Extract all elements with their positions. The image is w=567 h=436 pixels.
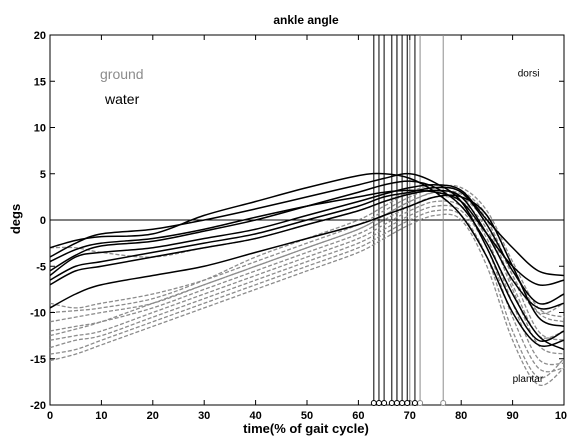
x-tick-label: 50 — [301, 410, 313, 422]
y-tick-label: -20 — [30, 400, 46, 412]
series-line-water — [49, 189, 565, 286]
series-line-ground — [49, 204, 565, 373]
toe-off-marker-water — [393, 400, 400, 406]
series-line-ground — [49, 191, 565, 339]
x-tick-label: 60 — [352, 410, 364, 422]
annotation-dorsi: dorsi — [518, 69, 540, 80]
x-tick-label: 40 — [249, 410, 261, 422]
series-line-ground — [49, 213, 565, 387]
plot-area: 0 10 20 30 40 50 60 70 80 90 100 -20 -15 -10 -5 0 5 10 15… — [30, 30, 567, 422]
toe-off-marker-water — [404, 400, 411, 406]
x-tick-label: 70 — [404, 410, 416, 422]
toe-off-marker-ground — [440, 400, 447, 406]
series-line-ground — [49, 195, 565, 355]
series-line-water — [49, 172, 565, 342]
x-tick-label: 20 — [147, 410, 159, 422]
y-tick-label: 15 — [34, 76, 46, 88]
chart-title: ankle angle — [273, 13, 339, 27]
toe-off-marker-water — [388, 400, 395, 406]
x-ticks: 0 10 20 30 40 50 60 70 80 90 100 — [47, 35, 567, 422]
y-tick-label: -15 — [30, 354, 46, 366]
toe-off-marker-water — [370, 400, 377, 406]
y-tick-label: -10 — [30, 308, 46, 320]
series-line-ground — [49, 209, 565, 379]
series-line-water — [49, 180, 565, 351]
annotation-plantar: plantar — [513, 374, 544, 385]
y-tick-label: 5 — [40, 169, 46, 181]
y-tick-label: 0 — [40, 215, 46, 227]
y-tick-label: -5 — [36, 261, 46, 273]
toe-off-marker-water — [375, 400, 382, 406]
y-tick-label: 20 — [34, 30, 46, 42]
series-line-water — [49, 194, 565, 328]
series-line-water — [49, 189, 565, 310]
y-axis-label: degs — [8, 204, 23, 234]
legend-water: water — [104, 91, 140, 107]
x-tick-label: 80 — [455, 410, 467, 422]
series-line-water — [49, 172, 565, 347]
y-ticks: -20 -15 -10 -5 0 5 10 15 20 — [30, 30, 564, 412]
x-axis-label: time(% of gait cycle) — [243, 421, 369, 436]
x-tick-label: 0 — [47, 410, 53, 422]
series-line-water — [49, 184, 565, 277]
toe-off-marker-water — [381, 400, 388, 406]
x-tick-label: 10 — [95, 410, 107, 422]
y-tick-label: 10 — [34, 123, 46, 135]
series-line-water — [49, 186, 565, 305]
toe-off-markers — [370, 400, 447, 406]
series-line-ground — [49, 200, 565, 366]
legend-ground: ground — [100, 66, 144, 82]
toe-off-marker-ground — [417, 400, 424, 406]
toe-off-marker-water — [411, 400, 418, 406]
x-tick-label: 100 — [555, 410, 567, 422]
series-water — [49, 172, 565, 351]
x-tick-label: 30 — [198, 410, 210, 422]
toe-off-marker-water — [399, 400, 406, 406]
x-tick-label: 90 — [506, 410, 518, 422]
